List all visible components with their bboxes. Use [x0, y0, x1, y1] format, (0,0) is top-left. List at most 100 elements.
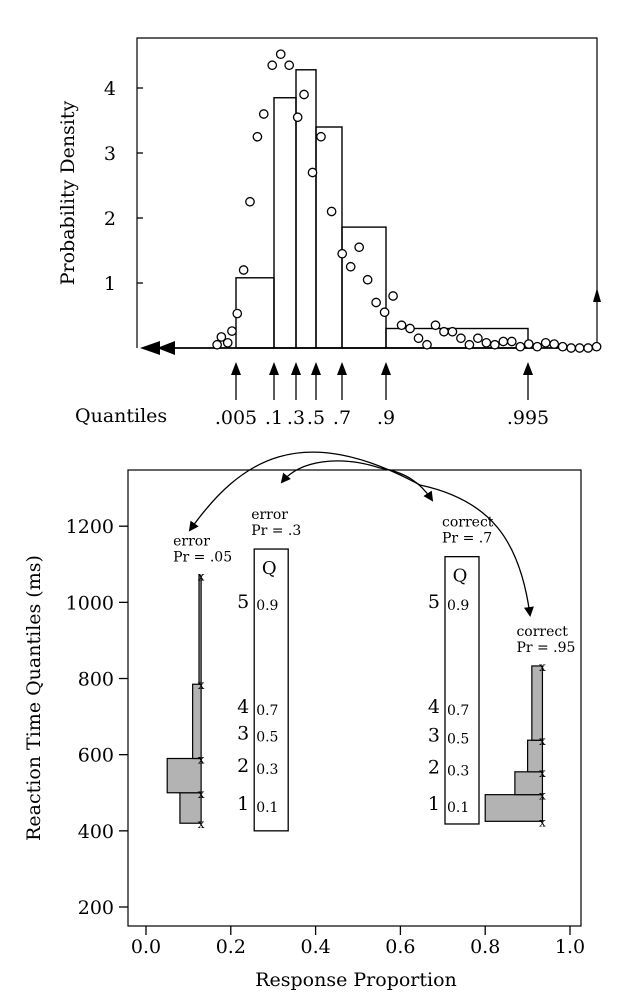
density-y-tick-label: 1	[104, 273, 116, 295]
density-point	[258, 109, 269, 119]
rt-panel: Reaction Time Quantiles (ms) Response Pr…	[23, 451, 585, 991]
outer-arc-arrow	[188, 451, 421, 532]
density-point	[591, 341, 602, 352]
density-point	[245, 196, 255, 207]
rt-y-tick-label: 600	[78, 745, 114, 767]
density-bins	[235, 69, 529, 349]
density-point	[498, 336, 509, 347]
quantile-arrow-head	[231, 362, 241, 375]
density-y-tick-label: 4	[104, 78, 116, 100]
quantile-row-number: 3	[428, 724, 440, 746]
quantile-x-mark: x	[539, 789, 546, 803]
quantile-row-number: 1	[428, 793, 440, 815]
quantile-x-mark: x	[198, 678, 205, 692]
rt-panel-frame	[127, 469, 582, 927]
quantile-row-value: 0.1	[256, 800, 278, 816]
density-point	[299, 89, 309, 100]
column-label-line: error	[251, 507, 288, 523]
rt-x-ticks: 0.0 0.2 0.4 0.6 0.8 1.0	[131, 926, 585, 958]
quantile-arrow-head	[337, 362, 347, 375]
density-point	[557, 341, 568, 352]
density-point	[362, 274, 373, 285]
quantile-x-mark: x	[198, 570, 205, 584]
rt-distribution-bar	[531, 665, 544, 741]
right-up-arrowhead	[593, 288, 601, 302]
rt-y-tick-label: 1000	[66, 592, 114, 614]
rt-distribution-bar	[192, 683, 202, 760]
density-bin	[315, 126, 343, 349]
density-point	[523, 339, 534, 349]
density-point	[379, 307, 390, 318]
quantile-tick-label: .5	[307, 407, 325, 429]
quantile-arrow-head	[291, 362, 301, 375]
quantile-row-value: 0.9	[256, 598, 278, 614]
quantile-arrow-head	[269, 362, 279, 375]
quantile-arrows: .005 .1.3.5 .7 .9 .995	[215, 362, 549, 429]
density-point	[422, 339, 432, 350]
quantile-row-value: 0.5	[447, 731, 469, 747]
rt-x-label: Response Proportion	[255, 969, 457, 991]
quantile-x-mark: x	[198, 752, 205, 766]
quantile-row-value: 0.5	[256, 729, 278, 745]
density-point	[447, 326, 458, 337]
density-point	[532, 341, 543, 352]
quantile-tick-label: .3	[287, 407, 305, 429]
density-point	[489, 339, 500, 350]
density-point	[275, 49, 286, 60]
rt-y-label: Reaction Time Quantiles (ms)	[23, 555, 45, 841]
density-point	[232, 308, 243, 319]
quantile-row-number: 2	[237, 755, 249, 777]
quantile-tick-label: .9	[377, 407, 395, 429]
outer-arc-arrow-right	[419, 484, 534, 617]
rt-distribution-bar	[166, 757, 202, 794]
density-point	[371, 297, 381, 308]
quantile-tick-label: .995	[507, 407, 549, 429]
density-point	[473, 333, 483, 344]
quantile-x-mark: x	[539, 660, 546, 674]
density-point	[292, 112, 303, 123]
quantile-row-number: 2	[428, 757, 440, 779]
quantile-row-number: 4	[428, 696, 440, 718]
inner-arc-arrow-right	[379, 467, 434, 502]
quantile-row-value: 0.1	[447, 800, 469, 816]
rt-x-tick-label: 0.0	[131, 936, 161, 958]
density-point	[413, 333, 424, 344]
column-label-line: correct	[442, 515, 494, 531]
density-point	[307, 167, 318, 178]
density-y-label: Probability Density	[57, 100, 79, 285]
density-bin	[273, 97, 297, 349]
density-point	[583, 343, 593, 353]
quantile-row-value: 0.9	[447, 598, 469, 614]
rt-x-tick-label: 0.2	[216, 936, 246, 958]
quantile-row-number: 3	[237, 722, 249, 744]
density-point	[284, 60, 295, 71]
density-bin	[295, 69, 317, 349]
quantile-table-box	[444, 556, 480, 825]
quantile-tick-label: .1	[265, 407, 283, 429]
density-point	[227, 326, 237, 336]
density-point	[481, 337, 492, 348]
column-label-line: Pr = .7	[442, 531, 492, 547]
density-point	[439, 326, 449, 337]
density-point	[212, 339, 222, 350]
rt-y-tick-label: 800	[78, 669, 114, 691]
rt-x-tick-label: 1.0	[555, 936, 585, 958]
density-point	[345, 261, 356, 272]
inner-arc-arrow-left	[280, 460, 381, 484]
column-label-line: Pr = .05	[173, 550, 232, 566]
density-point	[405, 323, 415, 334]
quantile-row-value: 0.7	[256, 703, 278, 719]
density-panel-frame	[136, 37, 598, 348]
quantile-row-value: 0.3	[447, 764, 469, 780]
density-point	[566, 343, 577, 353]
left-arrowhead-outer	[140, 341, 160, 355]
density-point	[430, 320, 441, 331]
density-point	[540, 337, 551, 348]
density-point	[506, 336, 517, 347]
quantile-row-number: 4	[237, 696, 249, 718]
